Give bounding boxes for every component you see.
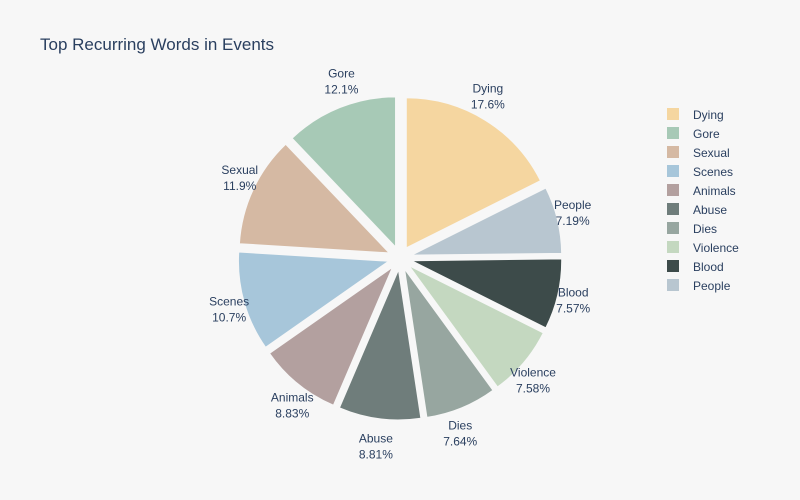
chart-title: Top Recurring Words in Events bbox=[40, 35, 274, 54]
legend-label-animals[interactable]: Animals bbox=[693, 184, 736, 198]
slice-label-dying: Dying bbox=[473, 81, 504, 95]
slice-sexual[interactable] bbox=[238, 143, 391, 254]
legend-swatch-sexual[interactable] bbox=[667, 146, 679, 158]
slice-label-blood: Blood bbox=[558, 286, 589, 300]
legend-swatch-animals[interactable] bbox=[667, 184, 679, 196]
legend-label-dying[interactable]: Dying bbox=[693, 108, 724, 122]
slice-percent-gore: 12.1% bbox=[324, 83, 358, 97]
legend-label-scenes[interactable]: Scenes bbox=[693, 165, 733, 179]
legend-label-dies[interactable]: Dies bbox=[693, 222, 717, 236]
slice-label-gore: Gore bbox=[328, 67, 355, 81]
slice-percent-blood: 7.57% bbox=[556, 302, 590, 316]
slice-blood[interactable] bbox=[411, 258, 563, 329]
legend-swatch-dying[interactable] bbox=[667, 108, 679, 120]
slice-percent-abuse: 8.81% bbox=[359, 447, 393, 461]
slice-percent-scenes: 10.7% bbox=[212, 311, 246, 325]
legend-label-sexual[interactable]: Sexual bbox=[693, 146, 730, 160]
legend-swatch-people[interactable] bbox=[667, 279, 679, 291]
legend-label-violence[interactable]: Violence bbox=[693, 241, 739, 255]
pie-labels: Dying 17.6% People 7.19% Blood 7.57% Violence 7… bbox=[209, 67, 592, 462]
legend: Dying Gore Sexual Scenes Animals Abuse Dies Vio… bbox=[667, 108, 739, 293]
slice-violence[interactable] bbox=[408, 265, 544, 388]
slice-people[interactable] bbox=[411, 187, 563, 256]
legend-swatch-abuse[interactable] bbox=[667, 203, 679, 215]
slice-label-dies: Dies bbox=[448, 419, 472, 433]
legend-swatch-scenes[interactable] bbox=[667, 165, 679, 177]
slice-gore[interactable] bbox=[291, 96, 397, 249]
legend-label-people[interactable]: People bbox=[693, 279, 731, 293]
slice-animals[interactable] bbox=[268, 265, 394, 406]
slice-percent-dying: 17.6% bbox=[471, 97, 505, 111]
slice-label-violence: Violence bbox=[510, 366, 556, 380]
legend-swatch-violence[interactable] bbox=[667, 241, 679, 253]
slice-dies[interactable] bbox=[404, 268, 494, 418]
slice-dying[interactable] bbox=[405, 97, 542, 249]
pie-slices bbox=[237, 96, 563, 421]
legend-swatch-blood[interactable] bbox=[667, 260, 679, 272]
slice-abuse[interactable] bbox=[338, 268, 422, 421]
legend-swatch-dies[interactable] bbox=[667, 222, 679, 234]
slice-label-sexual: Sexual bbox=[221, 163, 258, 177]
legend-label-abuse[interactable]: Abuse bbox=[693, 203, 727, 217]
slice-percent-animals: 8.83% bbox=[275, 407, 309, 421]
slice-scenes[interactable] bbox=[237, 251, 390, 349]
slice-label-scenes: Scenes bbox=[209, 295, 249, 309]
legend-label-gore[interactable]: Gore bbox=[693, 127, 720, 141]
slice-label-people: People bbox=[554, 198, 592, 212]
slice-label-animals: Animals bbox=[271, 391, 314, 405]
legend-swatch-gore[interactable] bbox=[667, 127, 679, 139]
slice-percent-dies: 7.64% bbox=[443, 435, 477, 449]
slice-label-abuse: Abuse bbox=[359, 431, 393, 445]
legend-label-blood[interactable]: Blood bbox=[693, 260, 724, 274]
slice-percent-violence: 7.58% bbox=[516, 382, 550, 396]
slice-percent-people: 7.19% bbox=[556, 214, 590, 228]
slice-percent-sexual: 11.9% bbox=[223, 179, 256, 193]
